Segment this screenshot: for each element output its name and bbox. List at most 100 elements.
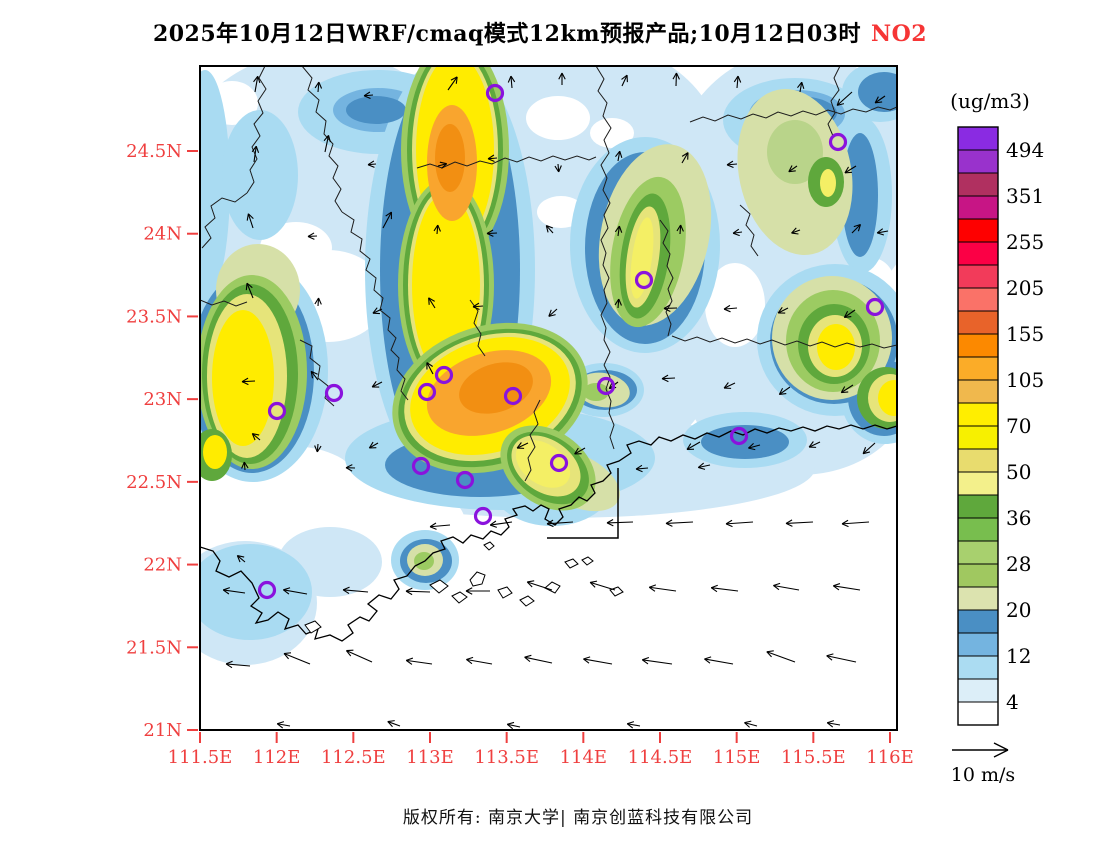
colorbar-cell bbox=[957, 241, 999, 266]
station-marker bbox=[634, 270, 654, 290]
field-region bbox=[878, 380, 897, 416]
boundary-line bbox=[689, 106, 897, 123]
axes: 24.5N 24N 23.5N 23N 22.5N 22N 21.5N 21N 111.5E 11… bbox=[126, 141, 914, 768]
colorbar-label: 351 bbox=[1006, 184, 1044, 208]
boundary-line bbox=[301, 66, 343, 213]
wind-arrow bbox=[648, 584, 677, 592]
wind-arrow bbox=[710, 584, 739, 593]
concentration-field bbox=[200, 66, 897, 730]
wind-arrow bbox=[723, 304, 738, 313]
wind-arrow bbox=[733, 75, 742, 89]
wind-arrow bbox=[554, 163, 562, 173]
wind-arrow bbox=[641, 656, 673, 665]
wind-vector-layer bbox=[222, 72, 889, 730]
wind-arrow bbox=[635, 464, 649, 473]
wind-arrow bbox=[785, 519, 814, 527]
wind-arrow bbox=[363, 91, 374, 99]
colorbar-cell bbox=[957, 402, 999, 427]
wind-arrow bbox=[489, 520, 513, 528]
colorbar-cell bbox=[957, 195, 999, 220]
colorbar-cell bbox=[957, 218, 999, 243]
wind-arrow bbox=[558, 72, 566, 85]
wind-arrow bbox=[283, 652, 311, 665]
wind-arrow bbox=[506, 721, 521, 730]
wind-arrow bbox=[833, 583, 861, 591]
boundary-line bbox=[524, 399, 541, 482]
wind-arrow bbox=[526, 580, 553, 591]
field-region bbox=[412, 193, 480, 377]
wind-arrow bbox=[437, 161, 448, 169]
wind-arrow bbox=[524, 654, 553, 664]
wind-arrow bbox=[405, 587, 431, 596]
field-region bbox=[767, 120, 823, 184]
station-marker bbox=[417, 382, 437, 402]
station-marker bbox=[729, 426, 749, 446]
lon-label: 112.5E bbox=[321, 747, 386, 768]
field-region bbox=[203, 435, 227, 469]
wind-arrow bbox=[465, 587, 490, 595]
wind-arrow bbox=[345, 464, 356, 472]
colorbar-cell bbox=[957, 425, 999, 450]
colorbar-cell bbox=[957, 310, 999, 335]
colorbar-cell bbox=[957, 517, 999, 542]
colorbar-label: 70 bbox=[1006, 414, 1031, 438]
wind-arrow bbox=[826, 720, 841, 728]
wind-arrow bbox=[744, 720, 758, 728]
field-region bbox=[590, 118, 634, 148]
boundary-line bbox=[671, 335, 897, 349]
wind-arrow bbox=[222, 587, 246, 595]
wind-arrow bbox=[428, 297, 436, 309]
island bbox=[564, 558, 579, 569]
station-marker bbox=[455, 470, 475, 490]
boundary-line bbox=[246, 66, 267, 194]
wind-arrow bbox=[342, 586, 369, 595]
colorbar-cell bbox=[957, 471, 999, 496]
wind-arrow bbox=[487, 154, 498, 162]
wind-arrow bbox=[723, 382, 736, 389]
wind-arrow bbox=[606, 518, 634, 527]
colorbar-cell bbox=[957, 563, 999, 588]
wind-speed-legend: 10 m/s bbox=[951, 742, 1015, 786]
wind-arrow bbox=[663, 304, 678, 312]
wind-arrow bbox=[371, 380, 383, 388]
boundary-line bbox=[200, 299, 248, 307]
colorbar: 494 351 255 205 155 105 70 50 36 28 20 12 4 bbox=[957, 126, 1044, 726]
wind-arrow bbox=[548, 308, 558, 317]
colorbar-cell bbox=[957, 172, 999, 197]
colorbar-label: 4 bbox=[1006, 690, 1019, 714]
station-marker bbox=[549, 453, 569, 473]
station-marker bbox=[503, 386, 523, 406]
wind-arrow bbox=[314, 297, 322, 307]
wind-arrow bbox=[368, 441, 379, 449]
wind-arrow bbox=[791, 227, 801, 235]
wind-arrow bbox=[307, 232, 318, 240]
wind-arrow bbox=[844, 165, 857, 174]
colorbar-cell bbox=[957, 356, 999, 381]
colorbar-cell bbox=[957, 655, 999, 680]
copyright-footer: 版权所有: 南京大学| 南京创蓝科技有限公司 bbox=[402, 808, 754, 828]
boundary-line bbox=[341, 211, 409, 401]
wind-arrow bbox=[405, 657, 433, 665]
wind-arrow bbox=[236, 555, 246, 563]
colorbar-cell bbox=[957, 448, 999, 473]
colorbar-cell bbox=[957, 586, 999, 611]
colorbar-cell bbox=[957, 264, 999, 289]
colorbar-cell bbox=[957, 379, 999, 404]
wind-arrow bbox=[777, 306, 789, 314]
wind-arrow bbox=[797, 81, 805, 93]
wind-arrow bbox=[725, 519, 754, 528]
wind-arrow bbox=[225, 660, 251, 669]
lon-label: 112E bbox=[253, 747, 301, 768]
wind-arrow bbox=[836, 91, 853, 106]
wind-arrow bbox=[246, 213, 254, 229]
wind-arrow bbox=[840, 384, 854, 394]
wind-arrow bbox=[516, 442, 529, 449]
wind-arrow bbox=[486, 229, 498, 237]
wind-arrow bbox=[382, 211, 393, 229]
wind-arrow bbox=[372, 307, 383, 315]
pollutant-label: NO2 bbox=[870, 21, 928, 47]
wind-arrow bbox=[507, 75, 516, 89]
island bbox=[519, 595, 535, 607]
station-marker bbox=[411, 456, 431, 476]
